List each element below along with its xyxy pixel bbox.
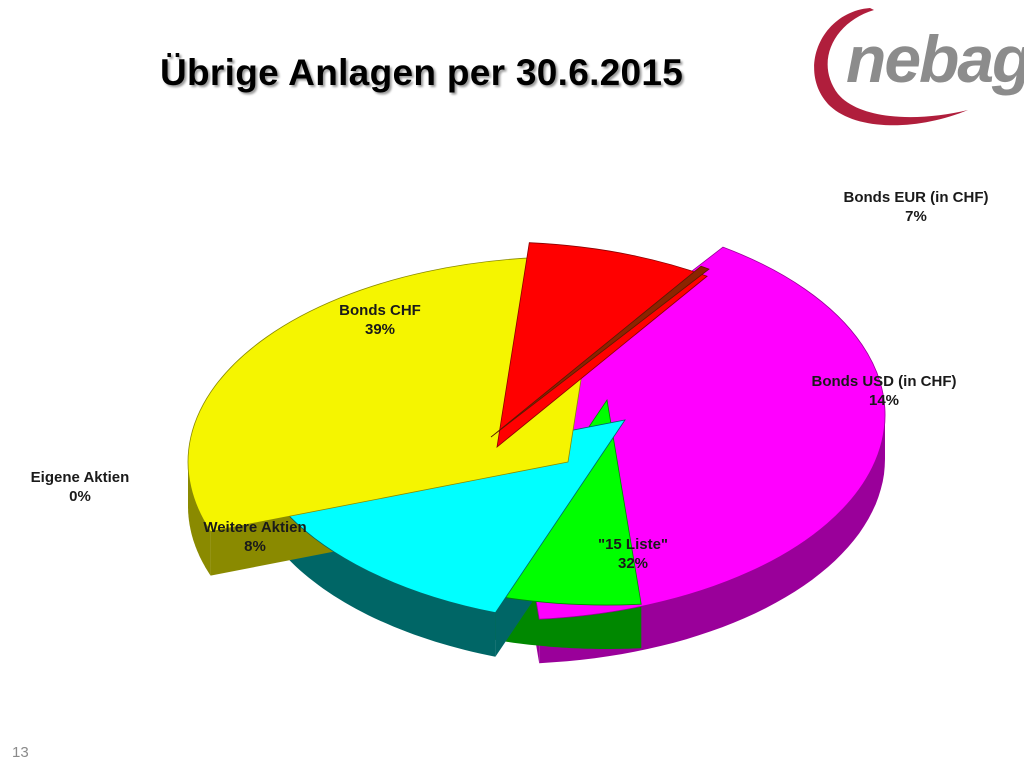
- slice-label-percent: 7%: [905, 208, 927, 225]
- slice-label-name: "15 Liste": [598, 536, 668, 553]
- slice-label-percent: 8%: [244, 538, 266, 555]
- slice-label-bonds-usd: Bonds USD (in CHF) 14%: [812, 373, 957, 409]
- slice-label-percent: 32%: [618, 555, 648, 572]
- slice-label-name: Eigene Aktien: [31, 469, 130, 486]
- slice-label-percent: 0%: [69, 488, 91, 505]
- slice-label-name: Bonds EUR (in CHF): [844, 189, 989, 206]
- slice-label-percent: 39%: [365, 321, 395, 338]
- slice-label-weitere-aktien: Weitere Aktien 8%: [203, 519, 306, 555]
- nebag-logo: nebag: [814, 8, 1024, 126]
- slice-label-percent: 14%: [869, 392, 899, 409]
- slice-label-name: Weitere Aktien: [203, 519, 306, 536]
- slide-title: Übrige Anlagen per 30.6.2015: [160, 52, 684, 93]
- slice-label-bonds-eur: Bonds EUR (in CHF) 7%: [844, 189, 989, 225]
- pie-slice-eigene-aktien: [490, 265, 710, 438]
- slice-label-name: Bonds CHF: [339, 302, 421, 319]
- slice-label-15-liste: "15 Liste" 32%: [598, 536, 668, 572]
- slice-label-eigene-aktien: Eigene Aktien 0%: [31, 469, 130, 505]
- page-number: 13: [12, 744, 29, 761]
- pie-slice-15-liste: [187, 256, 601, 533]
- slice-label-name: Bonds USD (in CHF): [812, 373, 957, 390]
- logo-swoosh: [814, 8, 968, 126]
- slice-label-bonds-chf: Bonds CHF 39%: [339, 302, 421, 338]
- logo-text: nebag: [846, 22, 1024, 96]
